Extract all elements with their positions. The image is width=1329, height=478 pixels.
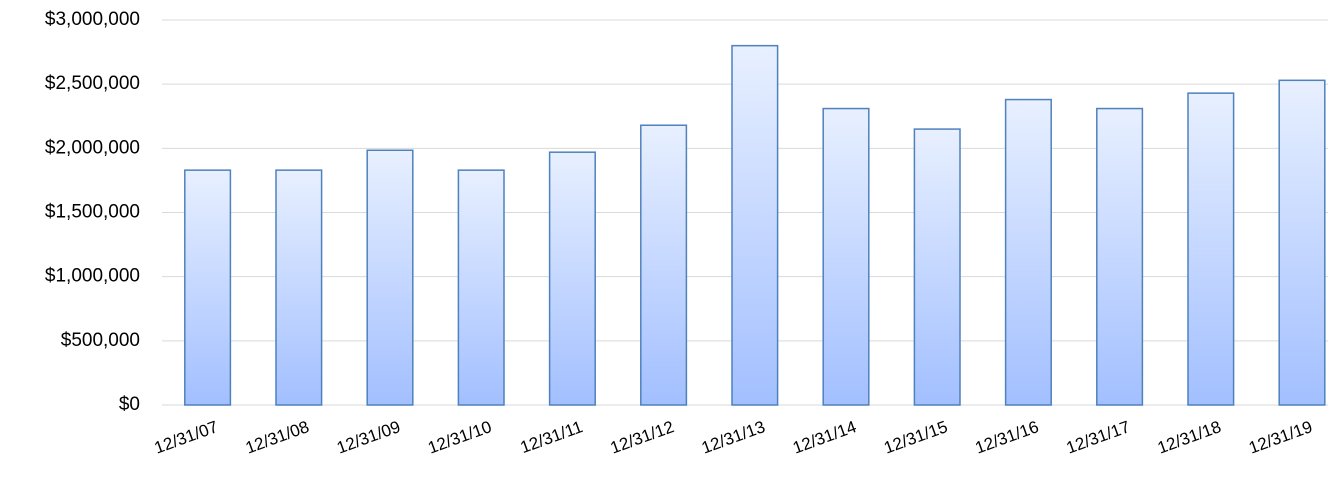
x-tick-label: 12/31/09 (334, 417, 403, 457)
bar (1004, 98, 1052, 406)
x-tick-label: 12/31/14 (790, 417, 859, 457)
bar (275, 169, 323, 406)
bar (822, 107, 870, 406)
bar (184, 169, 232, 406)
x-tick-label: 12/31/19 (1246, 417, 1315, 457)
x-tick-label: 12/31/16 (973, 417, 1042, 457)
x-tick-label: 12/31/17 (1064, 417, 1133, 457)
bar (1278, 79, 1326, 406)
y-tick-label: $500,000 (61, 330, 140, 351)
y-tick-label: $0 (119, 394, 140, 415)
y-tick-label: $3,000,000 (45, 9, 140, 30)
bar (366, 149, 414, 406)
x-tick-label: 12/31/15 (881, 417, 950, 457)
x-tick-label: 12/31/11 (518, 417, 586, 457)
y-tick-label: $2,000,000 (45, 137, 140, 158)
bar (457, 169, 505, 406)
x-tick-label: 12/31/18 (1155, 417, 1224, 457)
y-tick-label: $1,000,000 (45, 266, 140, 287)
bar (913, 128, 961, 406)
bar (548, 151, 596, 406)
x-tick-label: 12/31/10 (425, 417, 494, 457)
bar (1096, 107, 1144, 406)
y-tick-label: $2,500,000 (45, 73, 140, 94)
y-tick-label: $1,500,000 (45, 202, 140, 223)
x-tick-label: 12/31/12 (608, 417, 677, 457)
x-tick-label: 12/31/13 (699, 417, 768, 457)
bar (640, 124, 688, 406)
x-tick-label: 12/31/08 (243, 417, 312, 457)
bar (731, 44, 779, 406)
bar (1187, 92, 1235, 406)
x-tick-label: 12/31/07 (152, 417, 221, 457)
